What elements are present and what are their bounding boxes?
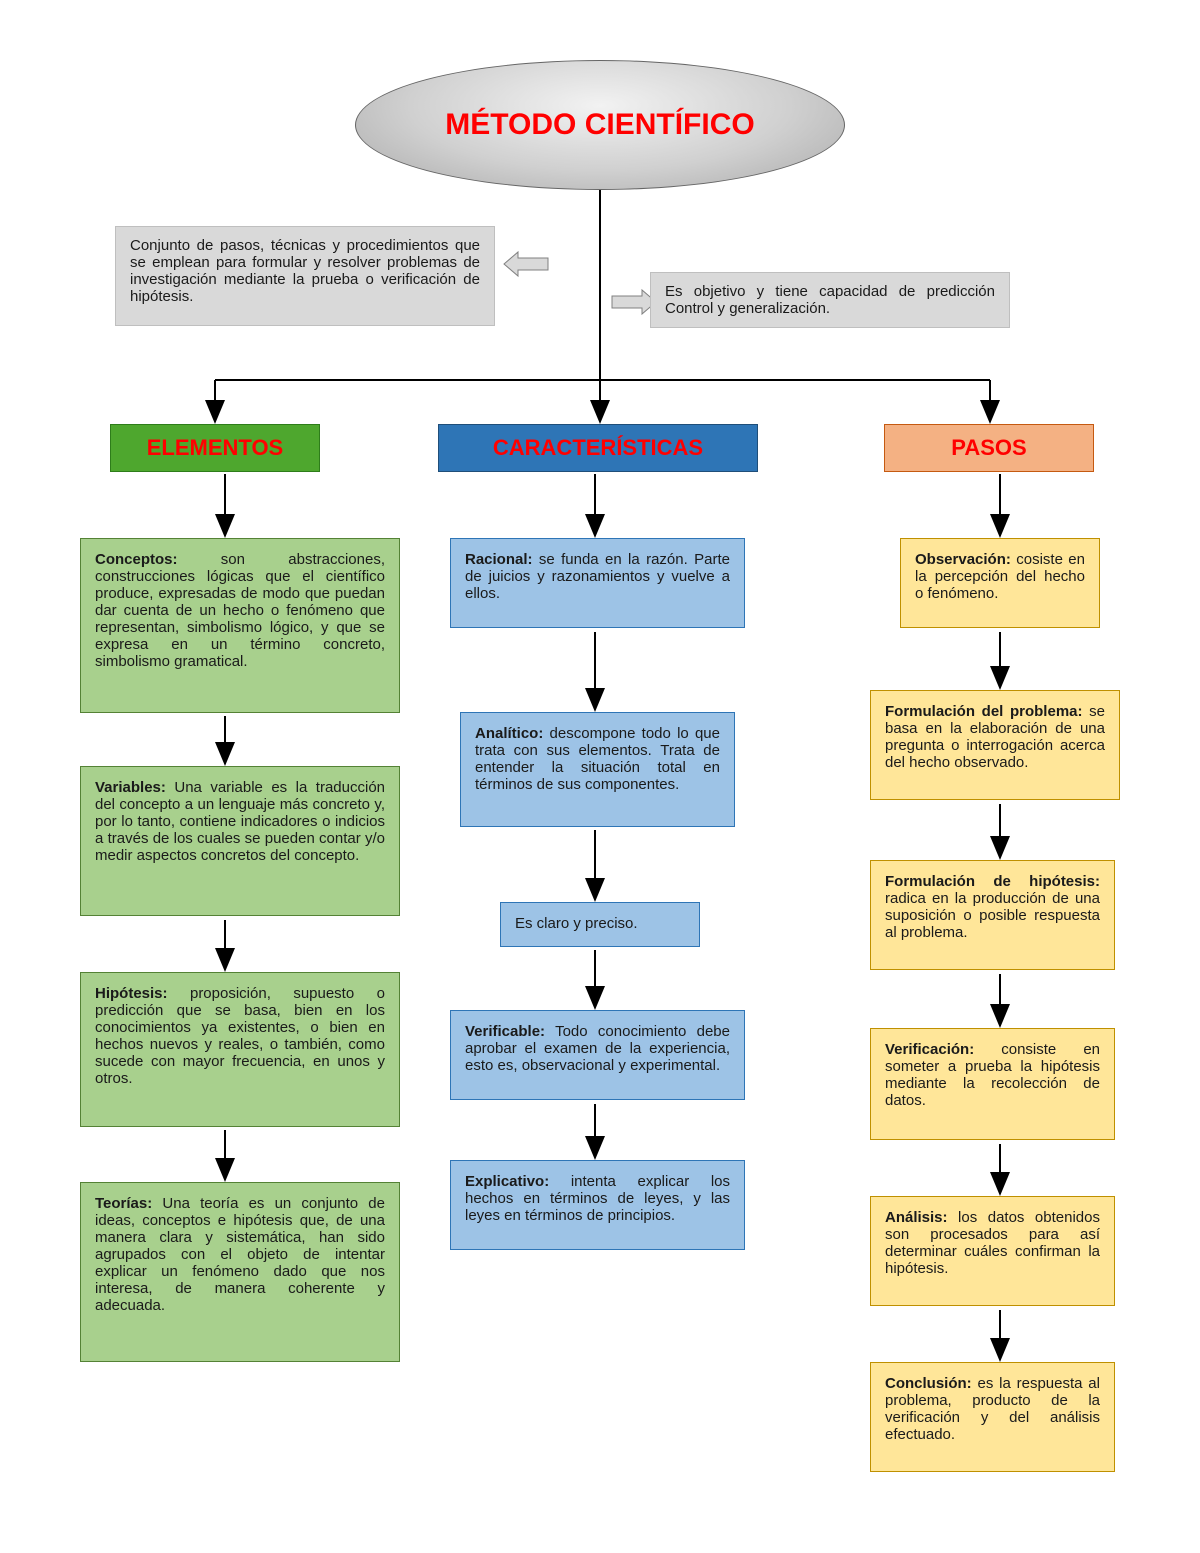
- callout-right-text: Es objetivo y tiene capacidad de predicc…: [665, 283, 995, 317]
- pasos-card-4-bold: Análisis:: [885, 1209, 948, 1226]
- diagram-canvas: MÉTODO CIENTÍFICO Conjunto de pasos, téc…: [0, 0, 1200, 1553]
- header-caracteristicas-text: CARACTERÍSTICAS: [493, 435, 703, 461]
- caracteristicas-card-3-bold: Verificable:: [465, 1023, 545, 1040]
- header-pasos-text: PASOS: [951, 435, 1026, 461]
- caracteristicas-card-0-bold: Racional:: [465, 551, 533, 568]
- title-ellipse: MÉTODO CIENTÍFICO: [355, 60, 845, 190]
- elementos-card-3-text: Una teoría es un conjunto de ideas, conc…: [95, 1195, 385, 1314]
- pasos-card-3: Verificación: consiste en someter a prue…: [870, 1028, 1115, 1140]
- elementos-card-2: Hipótesis: proposición, supuesto o predi…: [80, 972, 400, 1127]
- elementos-card-0: Conceptos: son abstracciones, construcci…: [80, 538, 400, 713]
- pasos-card-2-text: radica en la producción de una suposició…: [885, 890, 1100, 941]
- title-text: MÉTODO CIENTÍFICO: [445, 108, 754, 142]
- definition-callout-left: Conjunto de pasos, técnicas y procedimie…: [115, 226, 495, 326]
- caracteristicas-card-1-bold: Analítico:: [475, 725, 543, 742]
- header-elementos-text: ELEMENTOS: [147, 435, 284, 461]
- caracteristicas-card-3: Verificable: Todo conocimiento debe apro…: [450, 1010, 745, 1100]
- elementos-card-1: Variables: Una variable es la traducción…: [80, 766, 400, 916]
- elementos-card-3: Teorías: Una teoría es un conjunto de id…: [80, 1182, 400, 1362]
- elementos-card-0-text: son abstracciones, construcciones lógica…: [95, 551, 385, 670]
- pasos-card-3-bold: Verificación:: [885, 1041, 974, 1058]
- caracteristicas-card-2: Es claro y preciso.: [500, 902, 700, 947]
- header-elementos: ELEMENTOS: [110, 424, 320, 472]
- elementos-card-2-bold: Hipótesis:: [95, 985, 168, 1002]
- pasos-card-4: Análisis: los datos obtenidos son proces…: [870, 1196, 1115, 1306]
- pasos-card-2-bold: Formulación de hipótesis:: [885, 873, 1100, 890]
- pasos-card-0-bold: Observación:: [915, 551, 1011, 568]
- elementos-card-1-bold: Variables:: [95, 779, 166, 796]
- caracteristicas-card-1: Analítico: descompone todo lo que trata …: [460, 712, 735, 827]
- caracteristicas-card-4-bold: Explicativo:: [465, 1173, 549, 1190]
- caracteristicas-card-4: Explicativo: intenta explicar los hechos…: [450, 1160, 745, 1250]
- definition-callout-right: Es objetivo y tiene capacidad de predicc…: [650, 272, 1010, 328]
- elementos-card-3-bold: Teorías:: [95, 1195, 152, 1212]
- header-pasos: PASOS: [884, 424, 1094, 472]
- pasos-card-5: Conclusión: es la respuesta al problema,…: [870, 1362, 1115, 1472]
- pasos-card-1: Formulación del problema: se basa en la …: [870, 690, 1120, 800]
- caracteristicas-card-0: Racional: se funda en la razón. Parte de…: [450, 538, 745, 628]
- pasos-card-2: Formulación de hipótesis: radica en la p…: [870, 860, 1115, 970]
- caracteristicas-card-2-text: Es claro y preciso.: [515, 915, 638, 932]
- header-caracteristicas: CARACTERÍSTICAS: [438, 424, 758, 472]
- pasos-card-0: Observación: cosiste en la percepción de…: [900, 538, 1100, 628]
- elementos-card-0-bold: Conceptos:: [95, 551, 178, 568]
- pasos-card-1-bold: Formulación del problema:: [885, 703, 1083, 720]
- callout-left-text: Conjunto de pasos, técnicas y procedimie…: [130, 237, 480, 305]
- pasos-card-5-bold: Conclusión:: [885, 1375, 972, 1392]
